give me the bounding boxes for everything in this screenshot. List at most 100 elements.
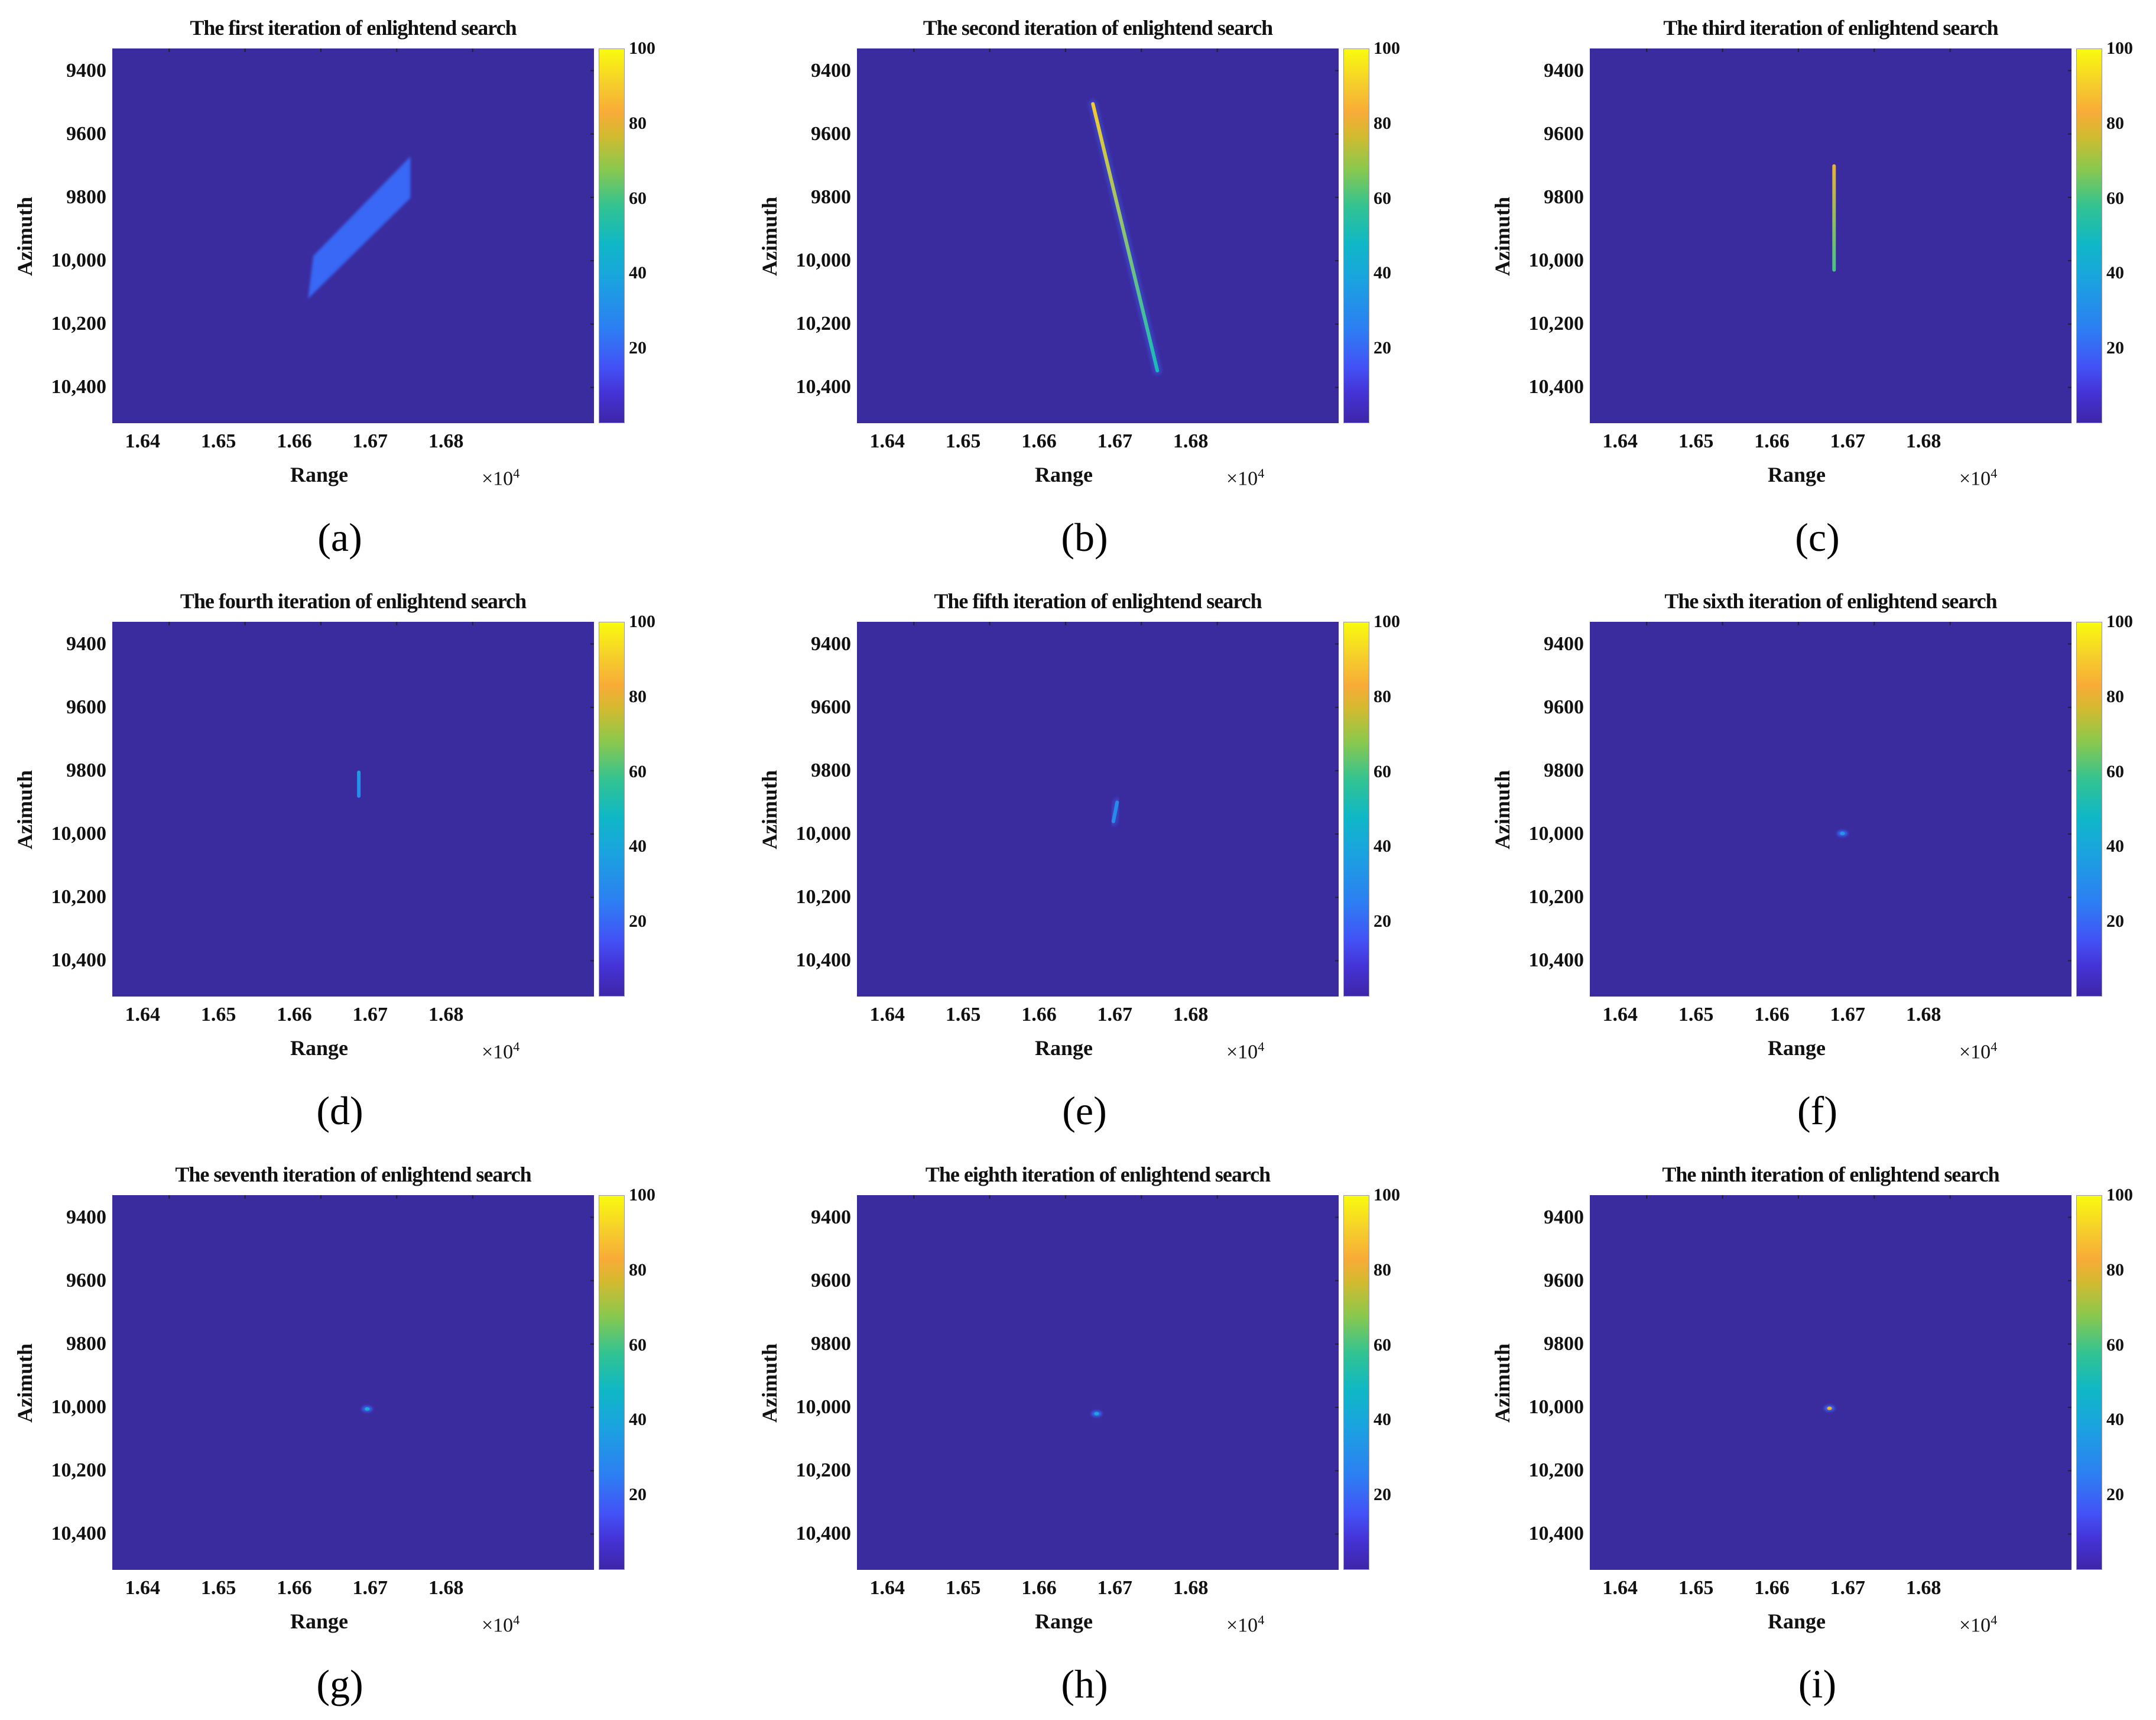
heatmap-plot: [1590, 1195, 2071, 1570]
y-tick-label: 9400: [1544, 59, 1584, 82]
x-tick-label: 1.67: [1830, 430, 1866, 452]
y-axis-label: Azimuth: [758, 1343, 781, 1423]
x-tick-label: 1.65: [945, 430, 981, 452]
y-tick-label: 10,000: [795, 1396, 852, 1419]
x-tick-label: 1.67: [352, 430, 388, 452]
colorbar-tick-label: 20: [1374, 338, 1391, 358]
x-tick-label: 1.68: [428, 1004, 464, 1025]
y-tick-label: 9800: [1544, 1332, 1584, 1355]
panel-caption: (d): [316, 1088, 363, 1133]
colorbar-tick-label: 100: [2106, 612, 2133, 631]
heatmap-svg: [857, 622, 1339, 997]
exponent-base: ×10: [482, 468, 514, 490]
x-tick-label: 1.65: [200, 1004, 236, 1025]
y-tick-label: 10,400: [1528, 1523, 1584, 1545]
x-tick-label: 1.64: [869, 1004, 905, 1025]
panel-caption: (f): [1797, 1088, 1837, 1133]
y-tick-label: 10,200: [795, 886, 852, 908]
colorbar-tick-label: 20: [629, 1485, 647, 1505]
x-axis-exponent: ×104: [1959, 1039, 1997, 1063]
x-tick-label: 1.67: [1097, 1577, 1133, 1599]
colorbar-tick-label: 80: [2106, 686, 2124, 706]
x-tick-label: 1.66: [1754, 1577, 1790, 1599]
x-tick-label: 1.66: [1021, 430, 1057, 452]
colorbar-tick-label: 40: [629, 836, 647, 856]
plot-background: [857, 622, 1339, 997]
colorbar-tick-label: 80: [629, 1260, 647, 1280]
chart-title: The fifth iteration of enlightend search: [934, 589, 1262, 613]
y-tick-label: 10,200: [795, 1459, 852, 1482]
colorbar-tick-label: 20: [1374, 1485, 1391, 1505]
exponent-power: 4: [513, 466, 520, 481]
x-axis-exponent: ×104: [1226, 466, 1264, 490]
y-tick-label: 9600: [66, 122, 106, 145]
y-tick-label: 10,400: [51, 949, 107, 972]
chart-panel: The sixth iteration of enlightend search…: [1478, 573, 2156, 1147]
x-tick-label: 1.65: [1678, 430, 1714, 452]
exponent-power: 4: [513, 1612, 520, 1627]
y-tick-label: 10,400: [1528, 949, 1584, 972]
colorbar-tick-label: 60: [629, 188, 647, 208]
x-tick-label: 1.66: [1021, 1577, 1057, 1599]
chart-title: The eighth iteration of enlightend searc…: [925, 1163, 1271, 1186]
y-axis-label: Azimuth: [1491, 1343, 1514, 1423]
heatmap-plot: [112, 1195, 594, 1570]
y-tick-label: 10,000: [1528, 823, 1584, 845]
y-tick-label: 10,400: [795, 1523, 852, 1545]
exponent-base: ×10: [1226, 468, 1258, 490]
colorbar-tick-label: 100: [629, 1185, 655, 1205]
chart-title: The fourth iteration of enlightend searc…: [180, 589, 527, 613]
y-tick-label: 9400: [66, 1206, 106, 1228]
x-tick-label: 1.64: [1602, 430, 1638, 452]
intensity-spot: [1840, 831, 1845, 835]
colorbar-tick-label: 100: [2106, 38, 2133, 58]
colorbar-tick-label: 40: [2106, 263, 2124, 283]
x-tick-label: 1.67: [1097, 430, 1133, 452]
y-tick-label: 9800: [811, 759, 851, 781]
colorbar-tick-label: 40: [629, 263, 647, 283]
y-tick-label: 10,000: [1528, 1396, 1584, 1419]
heatmap-plot: [112, 48, 594, 423]
x-tick-label: 1.67: [1830, 1577, 1866, 1599]
heatmap-plot: [1590, 622, 2071, 997]
x-axis-label: Range: [1035, 1036, 1093, 1060]
panel-caption: (c): [1795, 515, 1840, 560]
exponent-base: ×10: [1959, 468, 1991, 490]
x-tick-label: 1.65: [1678, 1004, 1714, 1025]
colorbar-tick-label: 20: [1374, 911, 1391, 932]
chart-panel: The third iteration of enlightend search…: [1478, 0, 2156, 573]
x-tick-label: 1.67: [352, 1577, 388, 1599]
x-tick-label: 1.65: [1678, 1577, 1714, 1599]
x-tick-label: 1.67: [1097, 1004, 1133, 1025]
heatmap-svg: [1590, 622, 2071, 997]
colorbar-tick-label: 20: [629, 338, 647, 358]
x-tick-label: 1.64: [869, 430, 905, 452]
intensity-line: [1111, 800, 1119, 823]
exponent-power: 4: [1258, 1039, 1265, 1054]
exponent-base: ×10: [1226, 1614, 1258, 1637]
y-tick-label: 10,000: [51, 823, 107, 845]
heatmap-svg: [112, 622, 594, 997]
x-tick-label: 1.64: [125, 430, 161, 452]
chart-title: The ninth iteration of enlightend search: [1662, 1163, 1999, 1186]
x-tick-label: 1.64: [125, 1577, 161, 1599]
x-axis-exponent: ×104: [1226, 1039, 1264, 1063]
x-tick-label: 1.66: [277, 1577, 312, 1599]
colorbar-tick-label: 80: [1374, 1260, 1391, 1280]
y-tick-label: 9800: [66, 759, 106, 781]
panel-caption: (b): [1061, 515, 1108, 560]
x-axis-exponent: ×104: [482, 1612, 519, 1637]
y-tick-label: 9800: [1544, 186, 1584, 208]
colorbar: [2076, 622, 2102, 997]
panel-caption: (i): [1798, 1661, 1837, 1706]
y-axis-label: Azimuth: [13, 1343, 37, 1423]
colorbar-tick-label: 40: [2106, 1410, 2124, 1430]
plot-background: [112, 1195, 594, 1570]
plot-background: [112, 622, 594, 997]
colorbar-tick-label: 100: [629, 38, 655, 58]
colorbar: [599, 1195, 625, 1570]
x-tick-label: 1.64: [869, 1577, 905, 1599]
heatmap-plot: [112, 622, 594, 997]
y-tick-label: 10,400: [1528, 376, 1584, 398]
x-tick-label: 1.68: [1905, 1004, 1941, 1025]
